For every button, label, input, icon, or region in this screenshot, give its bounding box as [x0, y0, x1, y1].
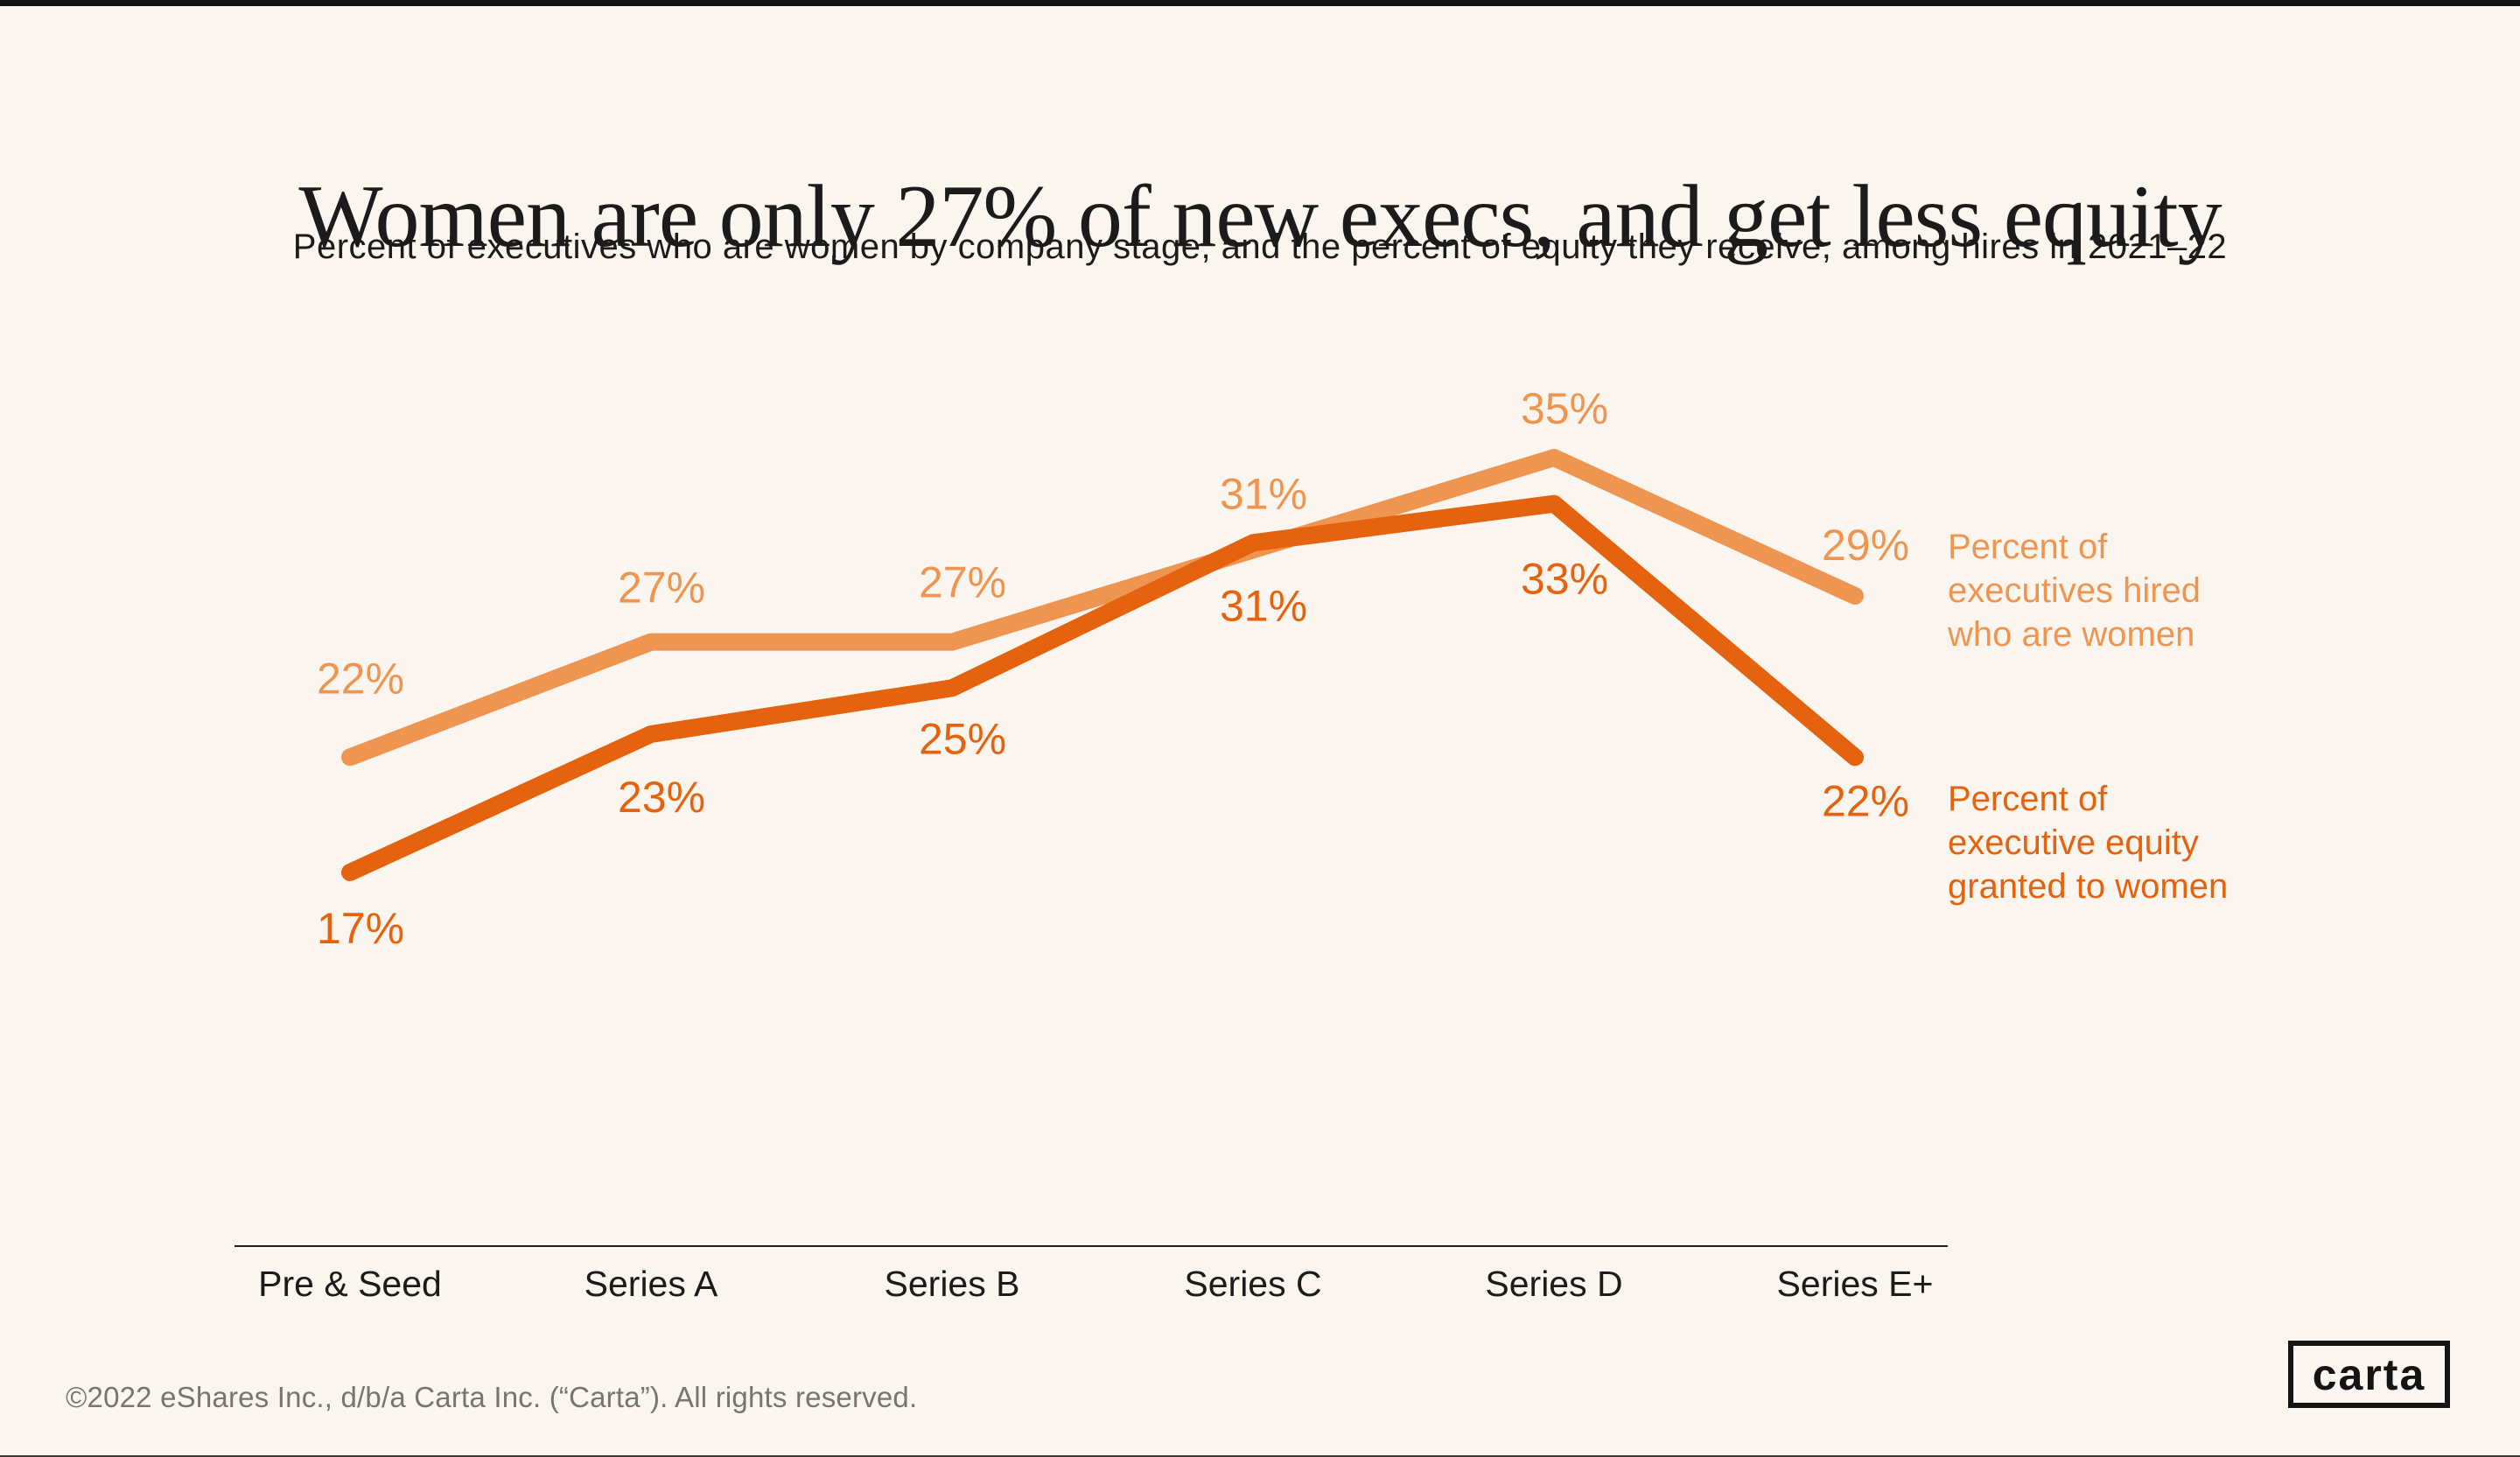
bottom-black-bar [0, 1455, 2520, 1457]
data-label-hired-5: 29% [1822, 521, 1909, 570]
data-label-equity-3: 31% [1220, 581, 1307, 630]
legend-dark-line-1: Percent of [1948, 780, 2108, 818]
legend-dark-line-2: executive equity [1948, 823, 2199, 862]
data-label-hired-2: 27% [919, 558, 1006, 607]
carta-logo: carta [2288, 1341, 2450, 1408]
legend-executives-hired: Percent of executives hired who are wome… [1948, 525, 2201, 656]
legend-light-line-1: Percent of [1948, 528, 2108, 566]
data-label-equity-0: 17% [317, 904, 404, 953]
data-label-hired-4: 35% [1521, 384, 1608, 433]
x-axis-label-pre-seed: Pre & Seed [258, 1264, 442, 1304]
x-axis-label-series-c: Series C [1184, 1264, 1322, 1304]
chart-title: Women are only 27% of new execs, and get… [298, 167, 2222, 267]
data-label-equity-1: 23% [618, 773, 705, 822]
chart-subtitle: Percent of executives who are women by c… [292, 228, 2228, 266]
legend-light-line-3: who are women [1948, 615, 2195, 654]
data-label-equity-5: 22% [1822, 776, 1909, 825]
x-axis-label-series-e: Series E+ [1776, 1264, 1934, 1304]
carta-logo-wordmark: carta [2312, 1349, 2426, 1399]
x-axis-label-series-a: Series A [584, 1264, 718, 1304]
x-axis-label-series-b: Series B [884, 1264, 1020, 1304]
data-label-equity-4: 33% [1521, 555, 1608, 604]
data-label-hired-1: 27% [618, 564, 705, 613]
legend-light-line-2: executives hired [1948, 571, 2202, 610]
data-label-hired-0: 22% [317, 654, 404, 703]
data-label-equity-2: 25% [919, 714, 1006, 763]
data-label-hired-3: 31% [1220, 469, 1307, 518]
copyright-notice: ©2022 eShares Inc., d/b/a Carta Inc. (“C… [66, 1381, 918, 1413]
legend-dark-line-3: granted to women [1948, 867, 2229, 906]
top-black-bar [0, 0, 2520, 6]
legend-equity-granted: Percent of executive equity granted to w… [1948, 777, 2228, 908]
x-axis-label-series-d: Series D [1485, 1264, 1623, 1304]
